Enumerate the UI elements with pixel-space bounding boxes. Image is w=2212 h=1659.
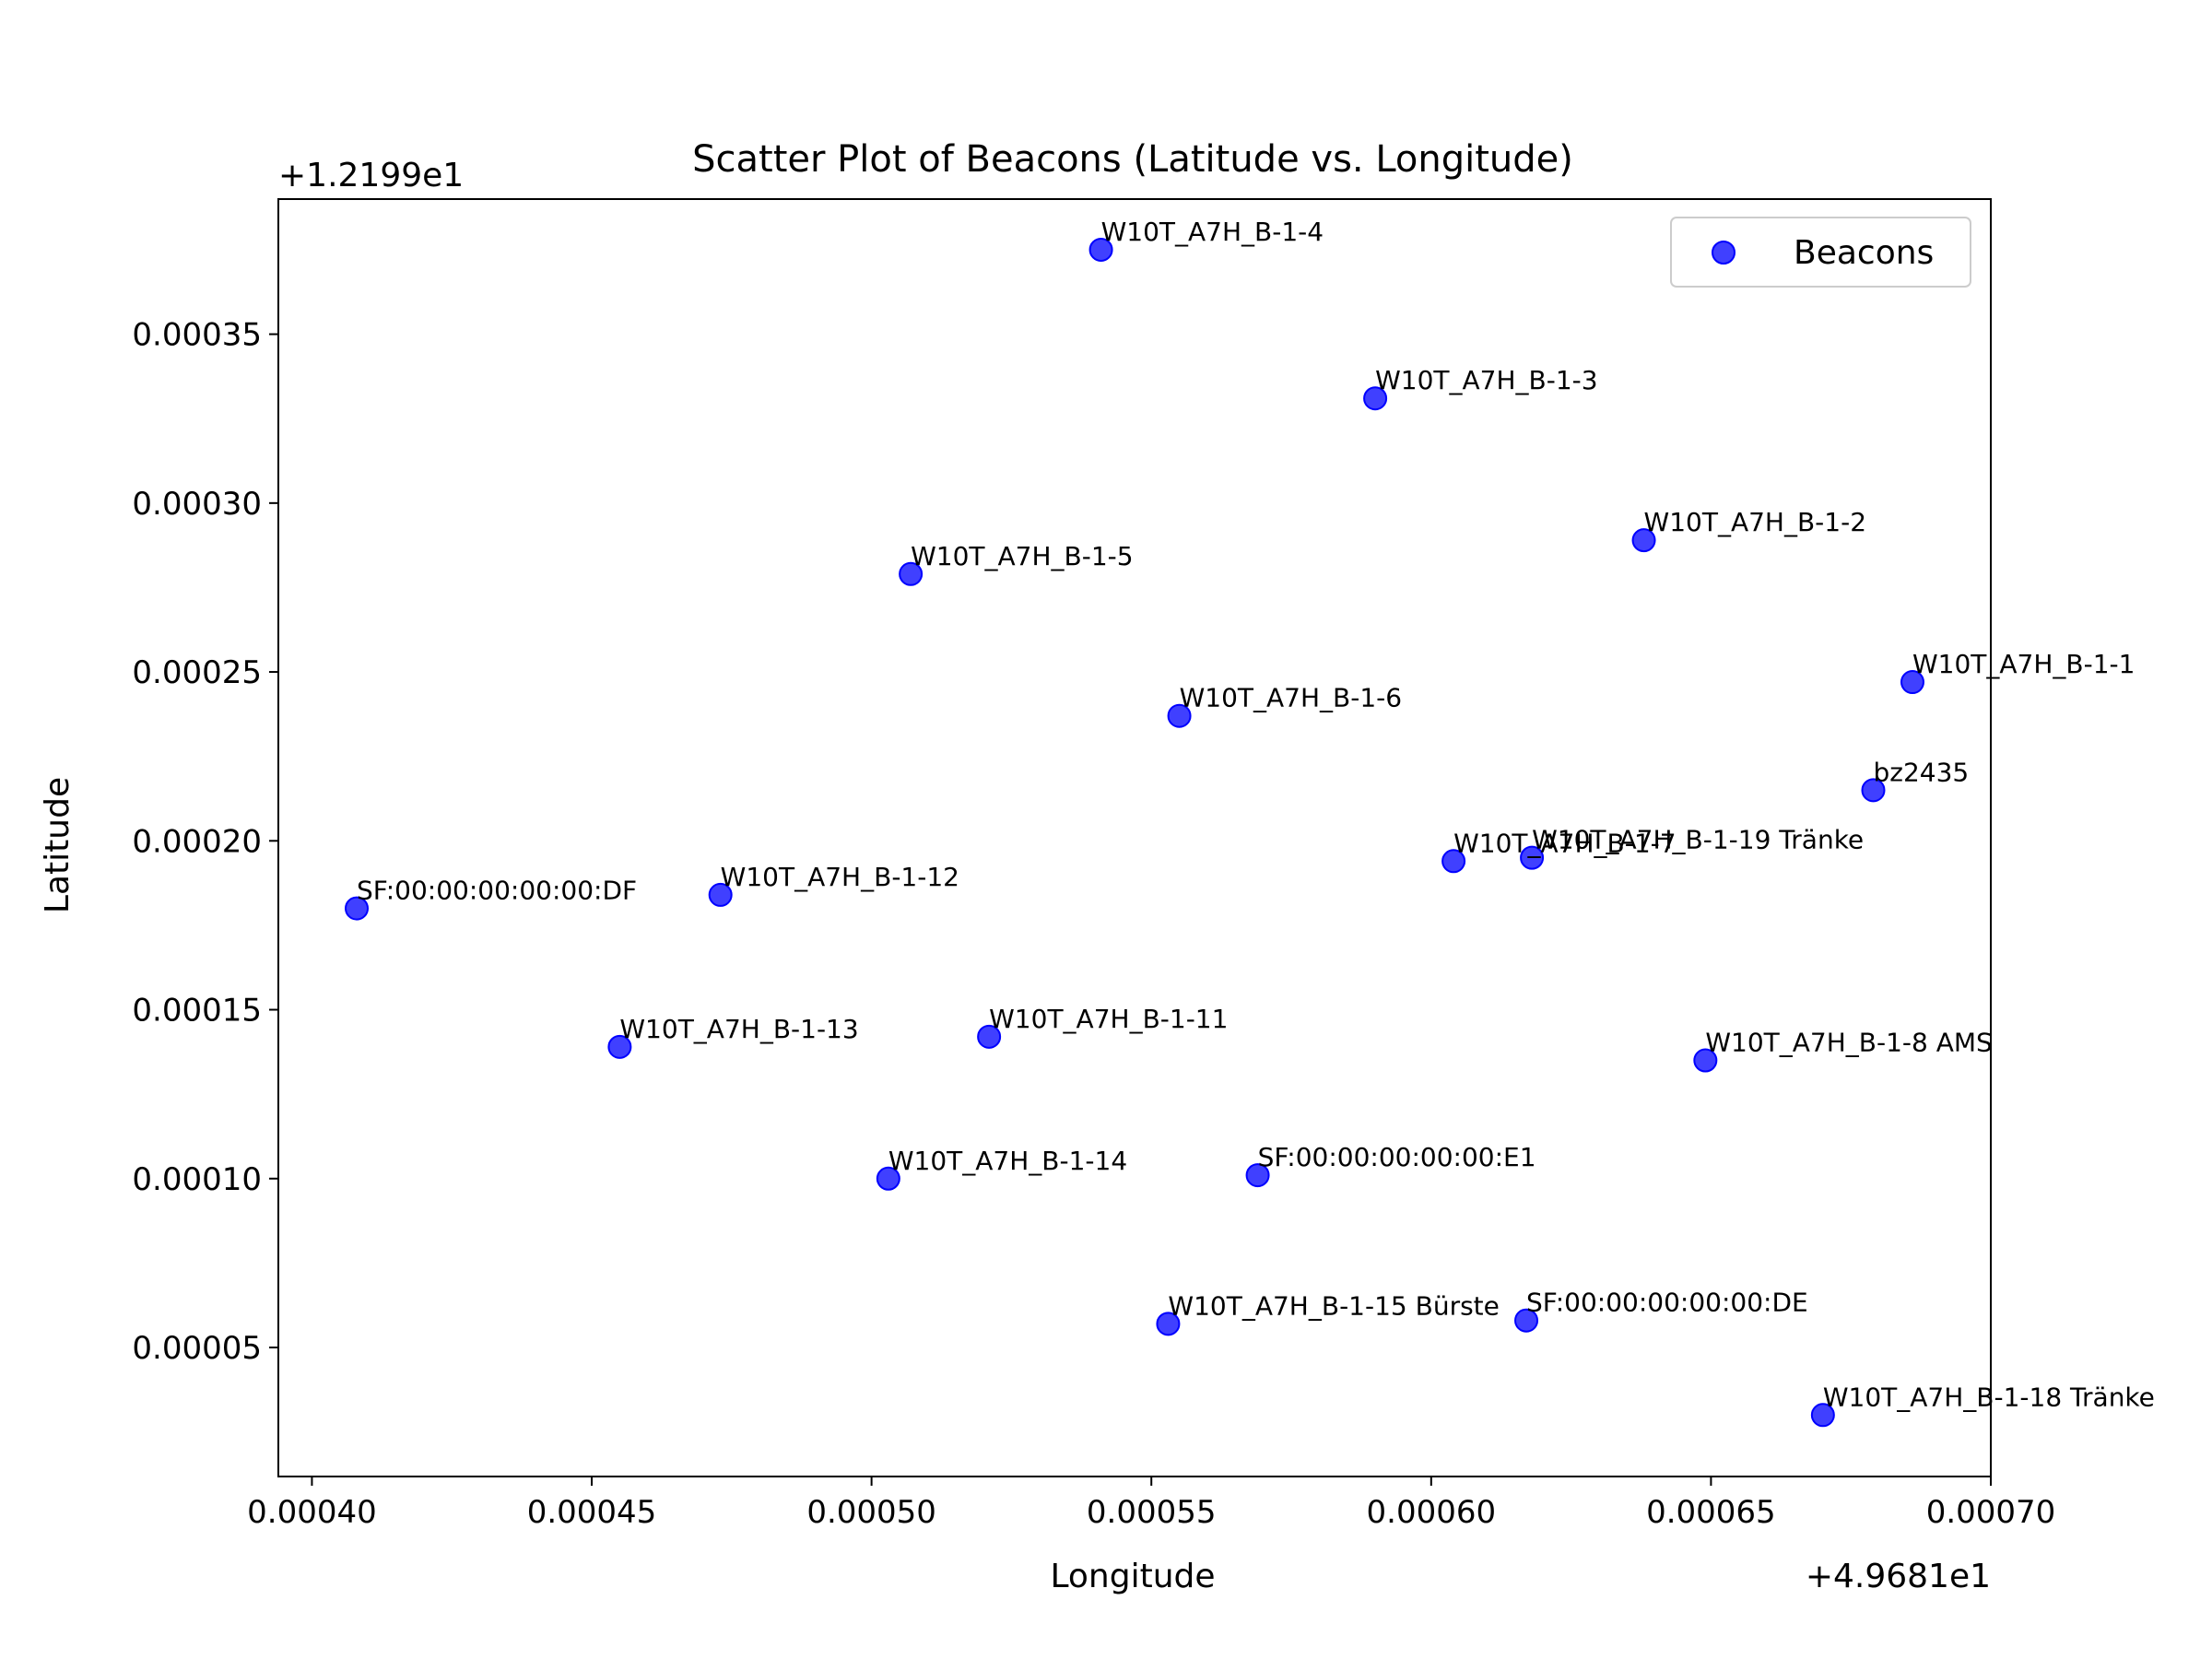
point-label: W10T_A7H_B-1-1	[1912, 649, 2136, 679]
data-point	[899, 561, 924, 586]
data-point	[1900, 670, 1924, 695]
legend: Beacons	[1670, 217, 1971, 288]
x-offset-text: +4.9681e1	[1806, 1558, 1991, 1595]
point-label: W10T_A7H_B-1-18 Tränke	[1823, 1382, 2155, 1412]
x-tick-label: 0.00045	[527, 1494, 657, 1531]
y-tick-label: 0.00015	[132, 993, 262, 1030]
data-point	[1156, 1312, 1181, 1336]
data-point	[1810, 1403, 1835, 1428]
point-label: W10T_A7H_B-1-11	[989, 1004, 1228, 1034]
x-axis-label: Longitude	[1050, 1558, 1215, 1595]
y-tick-label: 0.00010	[132, 1161, 262, 1198]
point-label: bz2435	[1873, 757, 1969, 787]
x-tick-label: 0.00070	[1926, 1494, 2056, 1531]
point-label: W10T_A7H_B-1-8 AMS	[1705, 1028, 1992, 1058]
y-tick-label: 0.00030	[132, 486, 262, 523]
legend-label: Beacons	[1794, 234, 1934, 272]
data-point	[1631, 528, 1656, 553]
point-label: W10T_A7H_B-1-13	[619, 1014, 858, 1044]
data-point	[977, 1024, 1002, 1049]
point-label: W10T_A7H_B-1-14	[888, 1146, 1127, 1176]
data-point	[1861, 778, 1886, 803]
data-point	[708, 882, 733, 907]
x-tick-label: 0.00050	[806, 1494, 936, 1531]
point-label: SF:00:00:00:00:00:E1	[1258, 1142, 1536, 1172]
x-tick-label: 0.00055	[1087, 1494, 1217, 1531]
y-tick-label: 0.00025	[132, 654, 262, 691]
data-points	[345, 237, 1924, 1428]
x-tick-label: 0.00060	[1367, 1494, 1497, 1531]
chart-title: Scatter Plot of Beacons (Latitude vs. Lo…	[692, 138, 1573, 181]
plot-frame	[277, 198, 1992, 1477]
data-point	[1245, 1163, 1270, 1188]
point-label: W10T_A7H_B-1-2	[1644, 507, 1867, 537]
data-point	[1088, 237, 1113, 262]
data-point	[1441, 849, 1466, 874]
y-offset-text: +1.2199e1	[278, 157, 464, 194]
data-point	[1520, 845, 1545, 870]
data-point	[1363, 386, 1388, 411]
y-tick-label: 0.00005	[132, 1330, 262, 1367]
point-label: SF:00:00:00:00:00:DF	[357, 876, 637, 906]
point-label: W10T_A7H_B-1-19 Tränke	[1532, 825, 1864, 855]
x-tick-label: 0.00065	[1646, 1494, 1776, 1531]
data-point	[876, 1166, 900, 1191]
point-label: W10T_A7H_B-1-12	[721, 862, 959, 892]
point-label: W10T_A7H_B-1-5	[911, 541, 1134, 571]
y-tick-label: 0.00020	[132, 823, 262, 860]
point-label: W10T_A7H_B-1-4	[1101, 217, 1324, 247]
point-label: W10T_A7H_B-1-15 Bürste	[1168, 1290, 1499, 1321]
data-point	[1693, 1048, 1718, 1073]
point-label: W10T_A7H_B-1-3	[1375, 365, 1598, 395]
data-point	[1514, 1308, 1539, 1333]
data-point	[607, 1034, 632, 1059]
axis-ticks: 0.00040 0.00045 0.00050 0.00055 0.00060 0.000…	[132, 317, 2055, 1531]
legend-marker	[1712, 241, 1735, 265]
y-axis-label: Latitude	[39, 777, 76, 913]
point-labels: W10T_A7H_B-1-4 W10T_A7H_B-1-3 W10T_A7H_B-1…	[357, 217, 2155, 1412]
data-point	[1167, 703, 1192, 728]
y-tick-label: 0.00035	[132, 317, 262, 354]
legend-box	[1670, 217, 1971, 288]
data-point	[345, 896, 370, 921]
point-label: SF:00:00:00:00:00:DE	[1526, 1288, 1808, 1318]
point-label: W10T_A7H_B-1-6	[1180, 683, 1403, 713]
point-label: W10T_A7H_B-1-7	[1453, 828, 1677, 858]
x-tick-label: 0.00040	[247, 1494, 377, 1531]
